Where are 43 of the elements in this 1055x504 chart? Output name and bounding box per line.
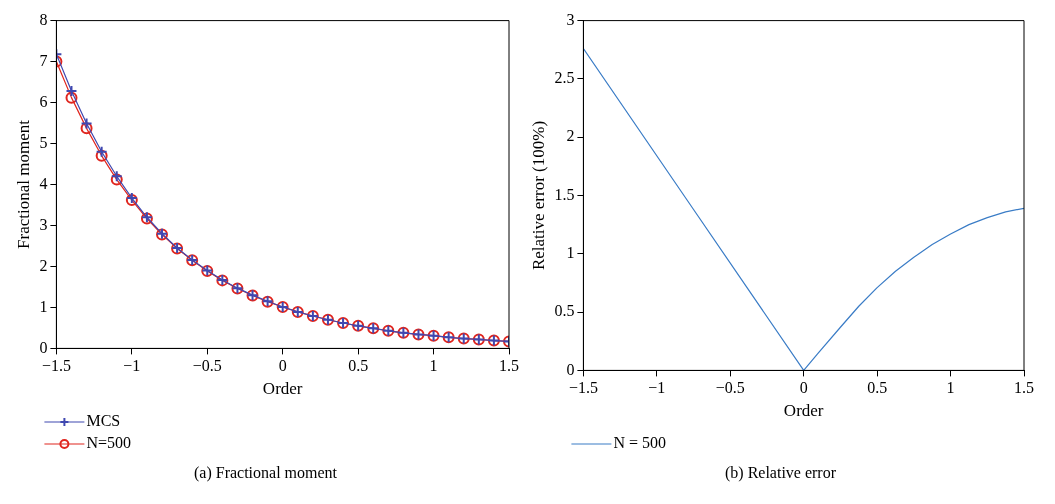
x-tick-label: 1.5 — [499, 357, 519, 375]
x-tick-label: 1.5 — [1014, 379, 1034, 397]
y-tick-label: 5 — [39, 133, 48, 151]
x-tick-label: −1.5 — [568, 379, 598, 397]
y-tick-label: 1.5 — [554, 185, 575, 203]
x-tick-label: 1 — [946, 379, 955, 397]
x-tick-label: −1 — [648, 379, 666, 397]
point — [80, 117, 93, 130]
y-axis-title: Relative error (100%) — [528, 120, 548, 271]
x-axis-title: Order — [262, 379, 303, 399]
point — [95, 149, 108, 162]
y-axis-title: Fractional moment — [13, 119, 33, 249]
x-tick-label: 0 — [799, 379, 808, 397]
legend-label: MCS — [86, 412, 121, 430]
y-tick-label: 7 — [39, 51, 48, 69]
point — [80, 122, 93, 135]
x-tick-label: −1.5 — [41, 357, 71, 375]
y-tick-label: 2 — [39, 256, 48, 274]
y-tick-label: 1 — [39, 297, 48, 315]
y-tick-label: 0.5 — [554, 302, 575, 320]
text: (a) Fractional moment — [192, 464, 339, 482]
y-tick-label: 3 — [566, 10, 575, 28]
y-tick-label: 2.5 — [554, 69, 575, 87]
x-tick-label: 1 — [429, 357, 438, 375]
y-tick-label: 8 — [39, 10, 48, 28]
point — [65, 91, 78, 104]
x-tick-label: −0.5 — [192, 357, 222, 375]
y-tick-label: 3 — [39, 215, 48, 233]
point — [95, 145, 108, 158]
y-tick-label: 4 — [39, 174, 48, 192]
y-tick-label: 0 — [39, 338, 48, 356]
text: (b) Relative error — [723, 464, 838, 482]
x-tick-label: 0.5 — [348, 357, 369, 375]
x-tick-label: −0.5 — [715, 379, 745, 397]
x-tick-label: 0 — [278, 357, 287, 375]
y-tick-label: 1 — [566, 244, 575, 261]
y-tick-label: 2 — [566, 127, 575, 145]
legend-label: N = 500 — [613, 434, 666, 452]
x-axis-title: Order — [783, 401, 824, 421]
x-tick-label: −1 — [123, 357, 141, 375]
y-tick-label: 6 — [39, 92, 48, 110]
legend-label: N=500 — [86, 434, 131, 452]
x-tick-label: 0.5 — [867, 379, 888, 397]
